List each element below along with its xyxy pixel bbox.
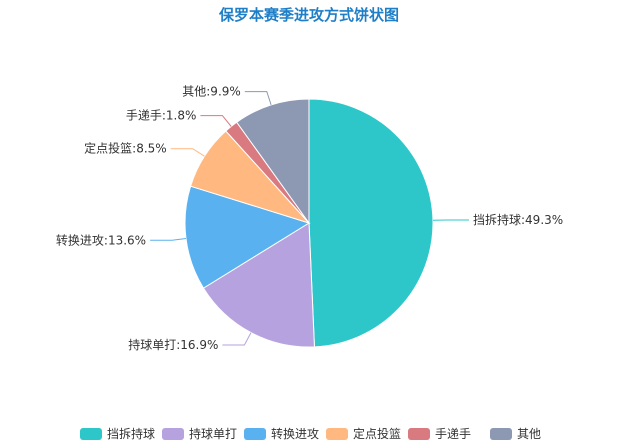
legend-label: 其他 xyxy=(517,427,541,441)
legend-item[interactable]: 其他 xyxy=(490,427,541,441)
legend-swatch xyxy=(490,428,512,440)
slice-label: 定点投篮:8.5% xyxy=(84,141,167,156)
legend-swatch xyxy=(162,428,184,440)
chart-title: 保罗本赛季进攻方式饼状图 xyxy=(218,6,399,24)
legend-label: 转换进攻 xyxy=(271,426,319,441)
legend-item[interactable]: 持球单打 xyxy=(162,426,237,441)
legend-item[interactable]: 挡拆持球 xyxy=(80,426,155,441)
legend-swatch xyxy=(326,428,348,440)
legend-label: 定点投篮 xyxy=(353,426,401,441)
legend-swatch xyxy=(408,428,430,440)
label-leader-line xyxy=(200,115,232,127)
slice-labels: 挡拆持球:49.3% 持球单打:16.9% 转换进攻:13.6% 定点投篮:8.5% 手… xyxy=(56,85,563,352)
pie-slice[interactable] xyxy=(236,98,310,225)
legend-item[interactable]: 转换进攻 xyxy=(244,426,319,441)
legend[interactable]: 挡拆持球 持球单打 转换进攻 定点投篮 手递手 其他 xyxy=(80,426,541,441)
label-leader-line xyxy=(170,148,205,157)
legend-item[interactable]: 定点投篮 xyxy=(326,426,401,441)
pie-slices xyxy=(184,98,434,348)
label-leader-line xyxy=(150,238,187,241)
slice-label: 挡拆持球:49.3% xyxy=(473,212,563,227)
legend-label: 持球单打 xyxy=(189,426,237,441)
label-leader-line xyxy=(244,91,272,106)
legend-swatch xyxy=(244,428,266,440)
legend-label: 手递手 xyxy=(435,427,471,441)
legend-item[interactable]: 手递手 xyxy=(408,427,471,441)
slice-label: 转换进攻:13.6% xyxy=(56,232,146,247)
label-leader-line xyxy=(222,332,252,346)
label-leaders xyxy=(150,91,469,346)
legend-swatch xyxy=(80,428,102,440)
legend-label: 挡拆持球 xyxy=(107,426,155,441)
slice-label: 其他:9.9% xyxy=(182,85,241,99)
pie-slice[interactable] xyxy=(202,222,315,348)
slice-label: 手递手:1.8% xyxy=(126,109,197,123)
slice-label: 持球单打:16.9% xyxy=(128,337,218,352)
pie-slice[interactable] xyxy=(308,98,434,348)
